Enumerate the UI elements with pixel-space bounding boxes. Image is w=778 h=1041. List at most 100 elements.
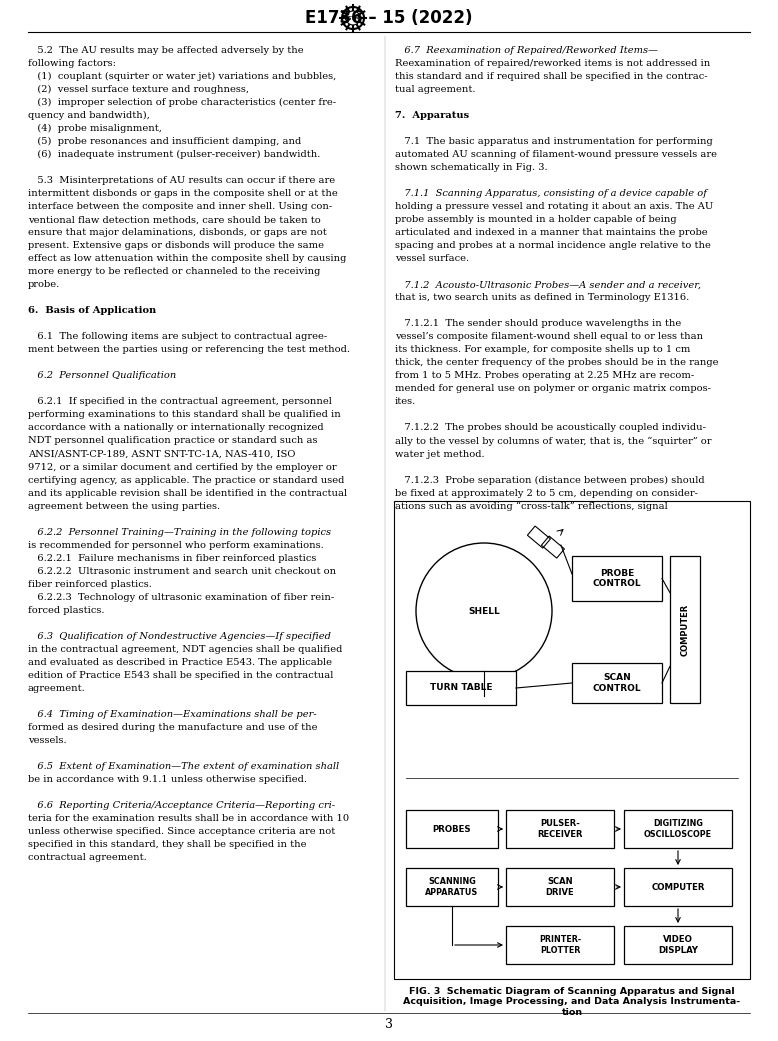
- Text: 6.2.2.3  Technology of ultrasonic examination of fiber rein-: 6.2.2.3 Technology of ultrasonic examina…: [28, 592, 335, 602]
- Text: PULSER-
RECEIVER: PULSER- RECEIVER: [538, 819, 583, 839]
- Text: ations such as avoiding “cross-talk” reflections, signal: ations such as avoiding “cross-talk” ref…: [395, 502, 668, 511]
- Text: certifying agency, as applicable. The practice or standard used: certifying agency, as applicable. The pr…: [28, 476, 345, 484]
- Text: quency and bandwidth),: quency and bandwidth),: [28, 111, 150, 120]
- Text: following factors:: following factors:: [28, 59, 116, 68]
- Bar: [624, 926, 732, 964]
- Text: accordance with a nationally or internationally recognized: accordance with a nationally or internat…: [28, 424, 324, 432]
- Text: 9712, or a similar document and certified by the employer or: 9712, or a similar document and certifie…: [28, 462, 337, 472]
- Bar: [670, 556, 700, 703]
- Text: be fixed at approximately 2 to 5 cm, depending on consider-: be fixed at approximately 2 to 5 cm, dep…: [395, 488, 698, 498]
- Text: 7.1.1  Scanning Apparatus, consisting of a device capable of: 7.1.1 Scanning Apparatus, consisting of …: [395, 189, 707, 198]
- Text: VIDEO
DISPLAY: VIDEO DISPLAY: [658, 935, 698, 955]
- Text: holding a pressure vessel and rotating it about an axis. The AU: holding a pressure vessel and rotating i…: [395, 202, 713, 211]
- Text: and evaluated as described in Practice E543. The applicable: and evaluated as described in Practice E…: [28, 658, 332, 667]
- Text: SHELL: SHELL: [468, 607, 500, 615]
- Bar: [506, 926, 614, 964]
- Bar: [406, 868, 498, 906]
- Text: PROBES: PROBES: [433, 824, 471, 834]
- Text: specified in this standard, they shall be specified in the: specified in this standard, they shall b…: [28, 840, 307, 849]
- Text: TURN TABLE: TURN TABLE: [429, 684, 492, 692]
- Text: ventional flaw detection methods, care should be taken to: ventional flaw detection methods, care s…: [28, 215, 321, 224]
- Text: that is, two search units as defined in Terminology E1316.: that is, two search units as defined in …: [395, 294, 689, 302]
- Text: in the contractual agreement, NDT agencies shall be qualified: in the contractual agreement, NDT agenci…: [28, 644, 342, 654]
- Text: automated AU scanning of filament-wound pressure vessels are: automated AU scanning of filament-wound …: [395, 150, 717, 159]
- Text: 6.7  Reexamination of Repaired/Reworked Items—: 6.7 Reexamination of Repaired/Reworked I…: [395, 46, 658, 55]
- Text: 7.1.2.2  The probes should be acoustically coupled individu-: 7.1.2.2 The probes should be acousticall…: [395, 424, 706, 432]
- Text: forced plastics.: forced plastics.: [28, 606, 104, 615]
- Text: vessel surface.: vessel surface.: [395, 254, 469, 263]
- Text: ally to the vessel by columns of water, that is, the “squirter” or: ally to the vessel by columns of water, …: [395, 436, 712, 446]
- Text: fiber reinforced plastics.: fiber reinforced plastics.: [28, 580, 152, 588]
- Text: 5.3  Misinterpretations of AU results can occur if there are: 5.3 Misinterpretations of AU results can…: [28, 176, 335, 185]
- Text: interface between the composite and inner shell. Using con-: interface between the composite and inne…: [28, 202, 332, 211]
- Text: be in accordance with 9.1.1 unless otherwise specified.: be in accordance with 9.1.1 unless other…: [28, 775, 307, 784]
- Text: teria for the examination results shall be in accordance with 10: teria for the examination results shall …: [28, 814, 349, 823]
- Text: ASTM: ASTM: [345, 16, 361, 21]
- Text: edition of Practice E543 shall be specified in the contractual: edition of Practice E543 shall be specif…: [28, 670, 334, 680]
- Text: tual agreement.: tual agreement.: [395, 85, 475, 94]
- Text: formed as desired during the manufacture and use of the: formed as desired during the manufacture…: [28, 722, 317, 732]
- Text: articulated and indexed in a manner that maintains the probe: articulated and indexed in a manner that…: [395, 228, 708, 237]
- Bar: [394, 501, 750, 979]
- Text: 6.1  The following items are subject to contractual agree-: 6.1 The following items are subject to c…: [28, 332, 328, 341]
- Bar: [572, 556, 662, 601]
- Text: contractual agreement.: contractual agreement.: [28, 853, 147, 862]
- Text: intermittent disbonds or gaps in the composite shell or at the: intermittent disbonds or gaps in the com…: [28, 189, 338, 198]
- Text: 6.5  Extent of Examination—The extent of examination shall: 6.5 Extent of Examination—The extent of …: [28, 762, 339, 771]
- Bar: [406, 810, 498, 848]
- Text: PRINTER-
PLOTTER: PRINTER- PLOTTER: [539, 935, 581, 955]
- Text: (5)  probe resonances and insufficient damping, and: (5) probe resonances and insufficient da…: [28, 137, 301, 146]
- Bar: [572, 663, 662, 703]
- Text: 7.1.2.1  The sender should produce wavelengths in the: 7.1.2.1 The sender should produce wavele…: [395, 320, 682, 328]
- Text: DIGITIZING
OSCILLOSCOPE: DIGITIZING OSCILLOSCOPE: [644, 819, 712, 839]
- Text: agreement.: agreement.: [28, 684, 86, 693]
- Text: (6)  inadequate instrument (pulser-receiver) bandwidth.: (6) inadequate instrument (pulser-receiv…: [28, 150, 321, 159]
- Text: SCAN
DRIVE: SCAN DRIVE: [545, 878, 574, 896]
- Text: ensure that major delaminations, disbonds, or gaps are not: ensure that major delaminations, disbond…: [28, 228, 327, 237]
- Text: SCAN
CONTROL: SCAN CONTROL: [593, 674, 641, 692]
- Text: present. Extensive gaps or disbonds will produce the same: present. Extensive gaps or disbonds will…: [28, 242, 324, 250]
- Text: 5.2  The AU results may be affected adversely by the: 5.2 The AU results may be affected adver…: [28, 46, 303, 55]
- Text: vessel’s composite filament-wound shell equal to or less than: vessel’s composite filament-wound shell …: [395, 332, 703, 341]
- Text: agreement between the using parties.: agreement between the using parties.: [28, 502, 220, 510]
- Text: this standard and if required shall be specified in the contrac-: this standard and if required shall be s…: [395, 72, 708, 81]
- Text: probe.: probe.: [28, 280, 60, 289]
- Text: 7.  Apparatus: 7. Apparatus: [395, 111, 469, 120]
- Text: from 1 to 5 MHz. Probes operating at 2.25 MHz are recom-: from 1 to 5 MHz. Probes operating at 2.2…: [395, 372, 694, 380]
- Text: PROBE
CONTROL: PROBE CONTROL: [593, 568, 641, 588]
- Text: (4)  probe misalignment,: (4) probe misalignment,: [28, 124, 162, 133]
- Text: 6.  Basis of Application: 6. Basis of Application: [28, 306, 156, 315]
- Text: COMPUTER: COMPUTER: [681, 604, 689, 656]
- Bar: [506, 868, 614, 906]
- Text: is recommended for personnel who perform examinations.: is recommended for personnel who perform…: [28, 540, 324, 550]
- Text: E1736 – 15 (2022): E1736 – 15 (2022): [305, 9, 473, 27]
- Text: ment between the parties using or referencing the test method.: ment between the parties using or refere…: [28, 346, 350, 354]
- Text: more energy to be reflected or channeled to the receiving: more energy to be reflected or channeled…: [28, 268, 321, 276]
- Text: ANSI/ASNT-CP-189, ASNT SNT-TC-1A, NAS-410, ISO: ANSI/ASNT-CP-189, ASNT SNT-TC-1A, NAS-41…: [28, 450, 296, 458]
- Text: (3)  improper selection of probe characteristics (center fre-: (3) improper selection of probe characte…: [28, 98, 336, 107]
- Text: 6.4  Timing of Examination—Examinations shall be per-: 6.4 Timing of Examination—Examinations s…: [28, 710, 317, 719]
- Text: unless otherwise specified. Since acceptance criteria are not: unless otherwise specified. Since accept…: [28, 827, 335, 836]
- Text: thick, the center frequency of the probes should be in the range: thick, the center frequency of the probe…: [395, 358, 719, 367]
- Text: mended for general use on polymer or organic matrix compos-: mended for general use on polymer or org…: [395, 384, 711, 393]
- Text: FIG. 3  Schematic Diagram of Scanning Apparatus and Signal
Acquisition, Image Pr: FIG. 3 Schematic Diagram of Scanning App…: [404, 987, 741, 1017]
- Text: (1)  couplant (squirter or water jet) variations and bubbles,: (1) couplant (squirter or water jet) var…: [28, 72, 336, 81]
- Text: probe assembly is mounted in a holder capable of being: probe assembly is mounted in a holder ca…: [395, 215, 677, 224]
- Text: 6.2.1  If specified in the contractual agreement, personnel: 6.2.1 If specified in the contractual ag…: [28, 398, 332, 406]
- Text: 7.1.2  Acousto-Ultrasonic Probes—A sender and a receiver,: 7.1.2 Acousto-Ultrasonic Probes—A sender…: [395, 280, 701, 289]
- Text: 6.3  Qualification of Nondestructive Agencies—If specified: 6.3 Qualification of Nondestructive Agen…: [28, 632, 331, 641]
- Text: shown schematically in Fig. 3.: shown schematically in Fig. 3.: [395, 163, 548, 172]
- Text: COMPUTER: COMPUTER: [651, 883, 705, 891]
- Bar: [506, 810, 614, 848]
- Text: 6.2.2  Personnel Training—Training in the following topics: 6.2.2 Personnel Training—Training in the…: [28, 528, 331, 536]
- Text: 6.2  Personnel Qualification: 6.2 Personnel Qualification: [28, 372, 177, 380]
- Text: performing examinations to this standard shall be qualified in: performing examinations to this standard…: [28, 410, 341, 420]
- Text: Reexamination of repaired/reworked items is not addressed in: Reexamination of repaired/reworked items…: [395, 59, 710, 68]
- Text: and its applicable revision shall be identified in the contractual: and its applicable revision shall be ide…: [28, 488, 347, 498]
- Text: its thickness. For example, for composite shells up to 1 cm: its thickness. For example, for composit…: [395, 346, 690, 354]
- Text: ites.: ites.: [395, 398, 416, 406]
- Text: SCANNING
APPARATUS: SCANNING APPARATUS: [426, 878, 478, 896]
- Text: 6.2.2.1  Failure mechanisms in fiber reinforced plastics: 6.2.2.1 Failure mechanisms in fiber rein…: [28, 554, 317, 562]
- Text: 3: 3: [385, 1018, 393, 1032]
- Text: NDT personnel qualification practice or standard such as: NDT personnel qualification practice or …: [28, 436, 317, 446]
